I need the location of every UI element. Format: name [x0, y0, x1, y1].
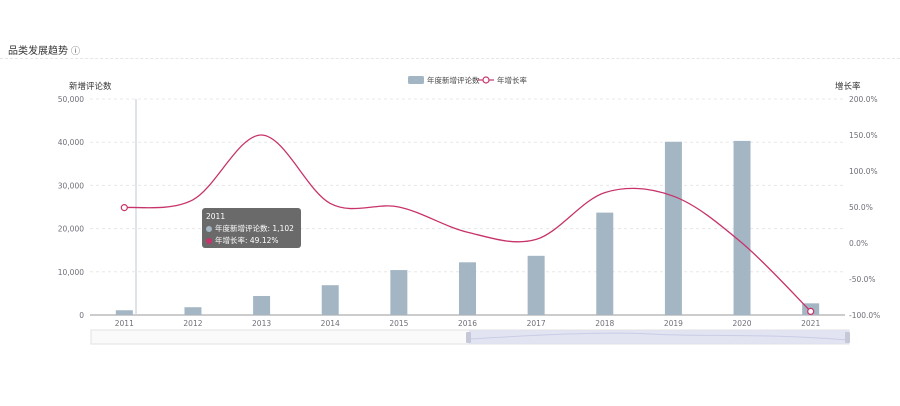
y-right-tick-label: 50.0%: [849, 203, 873, 212]
bar: [390, 270, 408, 315]
tooltip-row-bar: 年度新增评论数: 1,102: [206, 223, 297, 235]
y-right-axis-label: 增长率: [835, 81, 861, 92]
bar: [184, 307, 202, 315]
section-title-text: 品类发展趋势: [8, 46, 68, 57]
bar: [664, 141, 682, 315]
y-right-tick-label: 150.0%: [849, 131, 878, 140]
x-tick-label: 2014: [321, 319, 340, 328]
x-tick-label: 2012: [183, 319, 202, 328]
datazoom-shadow-line: [469, 332, 849, 341]
legend-swatch-bar: [408, 76, 424, 84]
legend-swatch-line-marker: [482, 76, 490, 84]
y-right-tick-label: 0.0%: [849, 239, 868, 248]
datazoom-selected-range: [469, 330, 849, 344]
x-tick-label: 2021: [801, 319, 820, 328]
y-right-tick-label: -50.0%: [849, 275, 876, 284]
y-left-tick-label: 30,000: [58, 181, 84, 190]
x-tick-label: 2019: [664, 319, 683, 328]
x-tick-label: 2013: [252, 319, 271, 328]
line-point: [807, 307, 815, 315]
section-title: 品类发展趋势 ⓘ: [8, 42, 80, 57]
question-circle-icon[interactable]: ⓘ: [71, 47, 81, 57]
y-left-tick-label: 0: [79, 311, 84, 320]
bar: [596, 212, 614, 315]
x-tick-label: 2015: [389, 319, 408, 328]
bar: [115, 310, 133, 315]
tooltip-title: 2011: [206, 212, 226, 221]
legend-label-line: 年增长率: [497, 75, 527, 85]
growth-rate-line: [124, 134, 812, 312]
datazoom-handle-right: [845, 332, 850, 343]
bar: [253, 295, 271, 315]
tooltip-row-line: 年增长率: 49.12%: [206, 235, 297, 247]
y-right-tick-label: 100.0%: [849, 167, 878, 176]
y-left-tick-label: 40,000: [58, 138, 84, 147]
x-tick-label: 2017: [527, 319, 546, 328]
line-point: [120, 204, 128, 212]
bar: [733, 140, 751, 315]
x-tick-label: 2020: [732, 319, 751, 328]
section-divider: [0, 58, 900, 59]
bar: [321, 285, 339, 315]
y-left-tick-label: 10,000: [58, 268, 84, 277]
y-right-tick-label: -100.0%: [849, 311, 880, 320]
bar: [459, 262, 476, 315]
y-right-tick-label: 200.0%: [849, 95, 878, 104]
x-tick-label: 2016: [458, 319, 477, 328]
datazoom-handle-left: [466, 332, 471, 343]
y-left-tick-label: 50,000: [58, 95, 84, 104]
chart-tooltip: 2011 年度新增评论数: 1,102 年增长率: 49.12%: [202, 208, 301, 248]
x-tick-label: 2011: [115, 319, 134, 328]
bar: [527, 255, 545, 315]
legend-label-bar: 年度新增评论数: [427, 75, 480, 85]
y-left-tick-label: 20,000: [58, 225, 84, 234]
x-tick-label: 2018: [595, 319, 614, 328]
y-left-axis-label: 新增评论数: [69, 81, 112, 92]
